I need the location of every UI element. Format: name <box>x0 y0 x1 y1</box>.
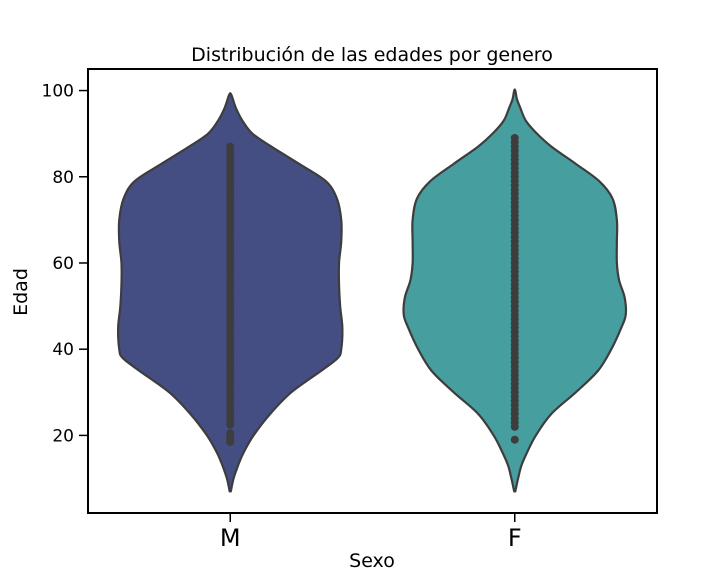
point-F-0 <box>510 435 519 444</box>
x-axis-label: Sexo <box>349 550 395 572</box>
point-M-70 <box>226 142 235 151</box>
y-tick-label-60: 60 <box>52 254 74 274</box>
y-axis-label: Edad <box>10 268 32 316</box>
plot-area <box>117 88 628 493</box>
points-M <box>226 142 235 446</box>
x-tick-label-M: M <box>220 524 241 552</box>
chart-title: Distribución de las edades por genero <box>191 44 553 66</box>
y-tick-label-40: 40 <box>52 340 74 360</box>
points-F <box>510 133 519 444</box>
y-tick-label-100: 100 <box>42 82 74 102</box>
y-tick-label-20: 20 <box>52 426 74 446</box>
y-axis: 20 40 60 80 100 <box>42 82 88 446</box>
point-F-68 <box>510 133 519 142</box>
plot-frame <box>87 68 658 514</box>
x-tick-label-F: F <box>508 524 522 552</box>
point-M-4 <box>226 429 235 438</box>
y-tick-label-80: 80 <box>52 168 74 188</box>
